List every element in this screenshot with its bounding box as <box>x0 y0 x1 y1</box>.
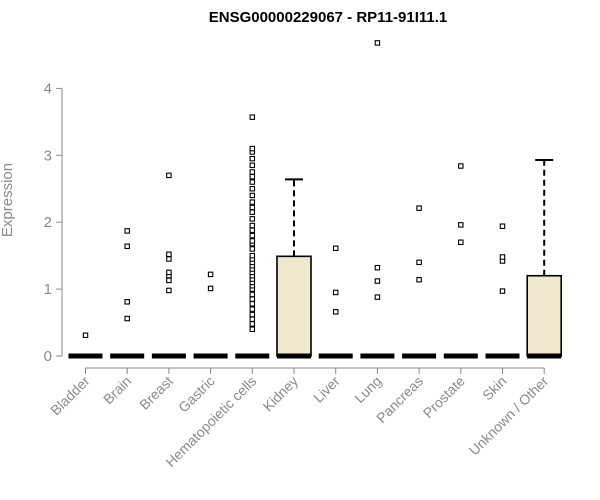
outlier-point <box>332 289 339 296</box>
x-tick-label: Brain <box>100 373 134 407</box>
box-group <box>276 178 312 359</box>
y-axis-label: Expression <box>0 163 16 237</box>
outlier-point <box>374 264 381 271</box>
outlier-point <box>207 271 214 278</box>
box-group <box>193 271 228 359</box>
outlier-point <box>249 296 256 302</box>
outlier-point <box>249 169 256 175</box>
outlier-point <box>124 315 130 322</box>
x-tick-label: Breast <box>136 373 176 413</box>
outlier-point <box>249 316 256 322</box>
y-tick-label: 4 <box>44 80 52 97</box>
y-tick-label: 2 <box>44 214 52 231</box>
outlier-point <box>166 269 172 276</box>
box-group <box>526 158 563 359</box>
box-group <box>68 332 103 359</box>
outlier-point <box>374 294 381 300</box>
outlier-point <box>249 114 256 120</box>
outlier-point <box>416 205 422 211</box>
outlier-point <box>458 239 464 246</box>
outlier-point <box>416 276 422 283</box>
x-tick-label: Liver <box>310 373 343 406</box>
outlier-point <box>499 223 506 229</box>
outlier-point <box>249 179 256 185</box>
chart-title: ENSG00000229067 - RP11-91I11.1 <box>209 9 448 26</box>
outlier-point <box>166 277 172 284</box>
outlier-point <box>249 155 256 162</box>
outlier-point <box>249 199 256 205</box>
outlier-point <box>374 278 381 284</box>
outlier-point <box>249 306 256 312</box>
outlier-point <box>249 216 256 222</box>
outlier-point <box>249 227 256 233</box>
outlier-point <box>249 326 256 332</box>
y-axis: 0 1 2 3 4 <box>44 80 63 365</box>
outlier-point <box>166 287 172 294</box>
box-group <box>318 245 353 359</box>
box-group <box>110 228 145 359</box>
outlier-point <box>249 301 256 307</box>
outlier-point <box>249 321 256 327</box>
y-tick-label: 0 <box>44 348 52 365</box>
outlier-point <box>249 145 256 152</box>
y-tick-label: 3 <box>44 147 52 164</box>
outlier-point <box>124 228 130 234</box>
outlier-point <box>166 172 172 179</box>
outlier-point <box>249 192 256 199</box>
outlier-point <box>82 332 89 339</box>
outlier-point <box>249 222 256 229</box>
outlier-point <box>249 291 256 298</box>
outlier-point <box>416 259 422 266</box>
box-group <box>443 163 478 359</box>
outlier-point <box>458 163 464 169</box>
outlier-point <box>124 299 130 305</box>
outlier-point <box>249 209 256 215</box>
x-tick-label: Prostate <box>420 373 468 421</box>
box-iqr <box>526 274 563 357</box>
outlier-point <box>249 232 256 239</box>
outlier-point <box>249 204 256 211</box>
outlier-point <box>124 243 130 250</box>
box-group <box>151 172 186 359</box>
outlier-point <box>207 285 214 292</box>
outlier-point <box>332 309 339 315</box>
outlier-point <box>458 222 464 228</box>
outlier-point <box>249 186 256 192</box>
x-tick-label: Lung <box>351 373 384 406</box>
outlier-point <box>249 173 256 180</box>
box-group <box>485 223 520 359</box>
outlier-point <box>249 252 256 259</box>
outlier-point <box>374 40 381 46</box>
outlier-point <box>249 238 256 244</box>
outlier-point <box>166 256 172 262</box>
box-group <box>360 40 395 359</box>
x-tick-label: Kidney <box>260 373 302 415</box>
outlier-point <box>499 254 506 260</box>
outlier-point <box>332 245 339 252</box>
outlier-point <box>499 288 506 294</box>
outlier-point <box>166 251 172 258</box>
x-tick-label: Unknown / Other <box>466 373 552 459</box>
x-tick-label: Skin <box>479 373 510 404</box>
y-tick-label: 1 <box>44 281 52 298</box>
x-tick-label: Bladder <box>47 373 93 419</box>
box-group <box>235 114 270 359</box>
outlier-point <box>249 311 256 318</box>
boxes-layer <box>68 40 563 359</box>
outlier-point <box>249 162 256 169</box>
box-group <box>402 205 437 359</box>
outlier-point <box>249 246 256 252</box>
box-iqr <box>276 255 312 357</box>
